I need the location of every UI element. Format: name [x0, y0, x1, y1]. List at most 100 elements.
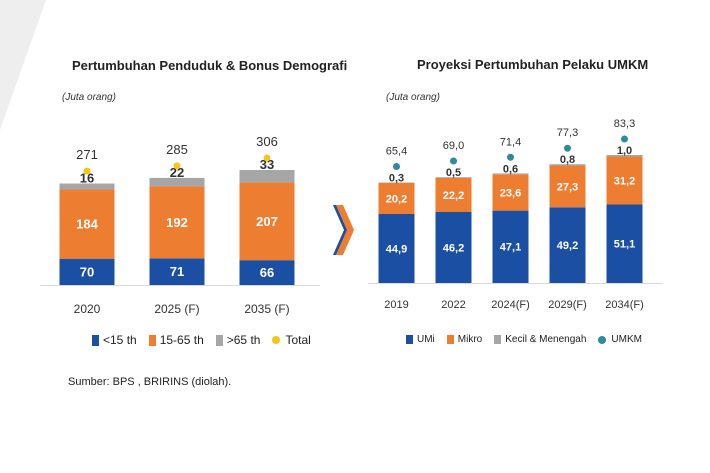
- total-label: 285: [166, 142, 188, 157]
- total-marker: [393, 163, 400, 171]
- left-chart-title: Pertumbuhan Penduduk & Bonus Demografi: [72, 58, 348, 73]
- legend-item: UMKM: [598, 334, 642, 345]
- data-label: 66: [260, 265, 274, 280]
- bar-segment-2: [59, 183, 115, 190]
- legend-item: Total: [272, 333, 311, 347]
- data-label: 23,6: [500, 187, 521, 199]
- background-stripe: [0, 0, 46, 130]
- category-label: 2022: [441, 299, 465, 311]
- left-chart: 70 184 16 271 2020 71 192 22 285 2025 (F) 66 207 33 3…: [40, 134, 320, 316]
- category-label: 2034(F): [605, 299, 644, 311]
- category-label: 2029(F): [548, 299, 587, 311]
- legend-label: Total: [285, 333, 311, 347]
- legend-label: UMKM: [611, 334, 642, 345]
- total-label: 271: [76, 147, 98, 162]
- left-chart-legend: <15 th 15-65 th >65 th Total: [92, 333, 323, 347]
- bar-segment-0: [492, 210, 529, 283]
- category-label: 2019: [384, 299, 408, 311]
- right-chart-title: Proyeksi Pertumbuhan Pelaku UMKM: [417, 57, 649, 72]
- bar-segment-0: [435, 212, 472, 283]
- total-label: 65,4: [386, 146, 407, 158]
- legend-item: >65 th: [215, 333, 261, 347]
- total-label: 83,3: [614, 118, 635, 130]
- legend-item: <15 th: [92, 333, 137, 347]
- data-label: 20,2: [386, 193, 407, 205]
- total-marker: [83, 167, 91, 175]
- source-note: Sumber: BPS , BRIRINS (diolah).: [68, 376, 232, 388]
- bar-segment-2: [492, 173, 529, 175]
- total-label: 69,0: [443, 140, 464, 152]
- total-marker: [507, 153, 514, 161]
- total-label: 306: [256, 134, 278, 149]
- right-chart: 44,9 20,2 0,3 65,4 2019 46,2 22,2 0,5 69,0 2022 47…: [368, 118, 663, 311]
- left-chart-unit: (Juta orang): [62, 92, 116, 103]
- data-label: 46,2: [443, 242, 464, 254]
- legend-label: 15-65 th: [159, 333, 204, 347]
- data-label: 1,0: [617, 145, 632, 157]
- data-label: 31,2: [614, 175, 635, 187]
- data-label: 51,1: [614, 239, 635, 251]
- bar-segment-1: [378, 182, 415, 215]
- total-marker: [450, 157, 457, 165]
- data-label: 0,6: [503, 163, 518, 175]
- bar-segment-0: [59, 258, 115, 285]
- bar-segment-0: [378, 214, 415, 283]
- bar-segment-2: [149, 177, 205, 187]
- legend-swatch-icon: [92, 334, 99, 346]
- legend-label: >65 th: [226, 333, 261, 347]
- chevron-right-icon: [333, 205, 354, 255]
- bar-segment-1: [59, 189, 115, 259]
- total-marker: [263, 154, 271, 162]
- legend-item: 15-65 th: [148, 333, 204, 347]
- bar-segment-1: [239, 182, 295, 261]
- data-label: 16: [80, 171, 94, 186]
- data-label: 207: [256, 214, 278, 229]
- right-chart-legend: UMi Mikro Kecil & Menengah UMKM: [406, 334, 654, 345]
- data-label: 184: [76, 217, 98, 232]
- total-marker: [564, 144, 571, 152]
- bar-segment-2: [435, 177, 472, 178]
- legend-swatch-icon: [446, 335, 454, 344]
- legend-item: UMi: [406, 334, 435, 345]
- legend-item: Mikro: [446, 334, 483, 345]
- legend-swatch-icon: [494, 335, 502, 344]
- bar-segment-0: [549, 207, 586, 283]
- legend-swatch-icon: [148, 334, 156, 346]
- data-label: 192: [166, 215, 188, 230]
- bar-segment-0: [606, 204, 643, 283]
- category-label: 2020: [74, 302, 101, 316]
- legend-label: <15 th: [103, 333, 137, 347]
- total-label: 77,3: [557, 127, 578, 139]
- data-label: 0,5: [446, 167, 461, 179]
- data-label: 71: [170, 264, 184, 279]
- data-label: 44,9: [386, 243, 407, 255]
- data-label: 0,3: [389, 173, 404, 185]
- legend-label: Mikro: [457, 334, 483, 345]
- bar-segment-2: [239, 170, 295, 183]
- data-label: 70: [80, 264, 94, 279]
- bar-segment-0: [149, 258, 205, 285]
- data-label: 27,3: [557, 181, 578, 193]
- data-label: 49,2: [557, 240, 578, 252]
- category-label: 2035 (F): [244, 302, 289, 316]
- legend-label: Kecil & Menengah: [505, 334, 587, 345]
- bar-segment-1: [149, 186, 205, 259]
- bar-segment-0: [239, 260, 295, 285]
- total-marker: [173, 162, 181, 170]
- bar-segment-1: [606, 156, 643, 205]
- data-label: 33: [260, 157, 274, 172]
- legend-item: Kecil & Menengah: [494, 334, 586, 345]
- data-label: 0,8: [560, 154, 575, 166]
- data-label: 22: [170, 165, 184, 180]
- legend-dot-icon: [598, 335, 607, 344]
- total-marker: [621, 135, 628, 143]
- total-label: 71,4: [500, 136, 521, 148]
- bar-segment-1: [492, 174, 529, 211]
- category-label: 2025 (F): [154, 302, 199, 316]
- bar-segment-2: [549, 164, 586, 166]
- data-label: 47,1: [500, 242, 521, 254]
- data-label: 22,2: [443, 190, 464, 202]
- legend-swatch-icon: [215, 334, 223, 346]
- right-chart-unit: (Juta orang): [386, 92, 440, 103]
- legend-dot-icon: [272, 336, 281, 344]
